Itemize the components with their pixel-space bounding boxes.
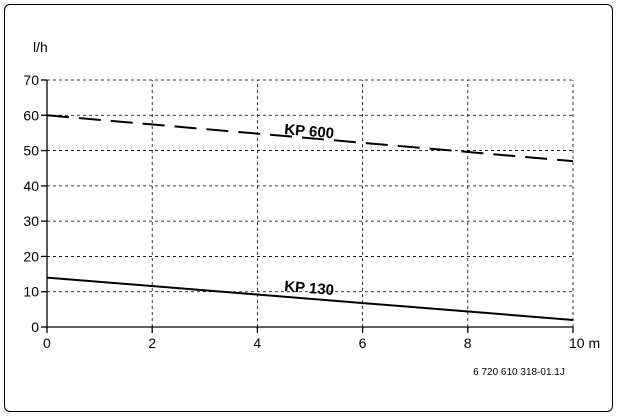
series-line-kp-130 bbox=[46, 276, 574, 321]
figure-reference: 6 720 610 318-01.1J bbox=[473, 367, 565, 378]
series-lines bbox=[46, 114, 574, 321]
series-line-kp-600 bbox=[46, 114, 574, 163]
x-tick-label: 0 bbox=[43, 335, 51, 351]
x-tick-label: 4 bbox=[253, 335, 261, 351]
y-tick-label: 20 bbox=[23, 248, 39, 264]
series-label-kp-600: KP 600 bbox=[284, 121, 335, 142]
x-tick-label: 2 bbox=[148, 335, 156, 351]
grid bbox=[47, 79, 574, 327]
y-tick-label: 0 bbox=[31, 319, 39, 335]
labels: l/h KP 600 KP 130 6 720 610 318-01.1J bbox=[33, 39, 565, 378]
y-axis-unit-label: l/h bbox=[33, 39, 48, 55]
x-tick-label: 6 bbox=[359, 335, 367, 351]
series-label-kp-130: KP 130 bbox=[284, 278, 335, 299]
y-tick-label: 70 bbox=[23, 72, 39, 88]
x-tick-label: 10 m bbox=[569, 335, 600, 351]
y-tick-label: 60 bbox=[23, 107, 39, 123]
x-tick-label: 8 bbox=[464, 335, 472, 351]
chart-frame bbox=[4, 4, 613, 412]
axes: 0 10 20 30 40 50 60 70 0 2 4 6 8 10 m bbox=[23, 72, 600, 351]
y-tick-label: 50 bbox=[23, 143, 39, 159]
y-tick-label: 40 bbox=[23, 178, 39, 194]
y-tick-label: 10 bbox=[23, 284, 39, 300]
y-tick-label: 30 bbox=[23, 213, 39, 229]
